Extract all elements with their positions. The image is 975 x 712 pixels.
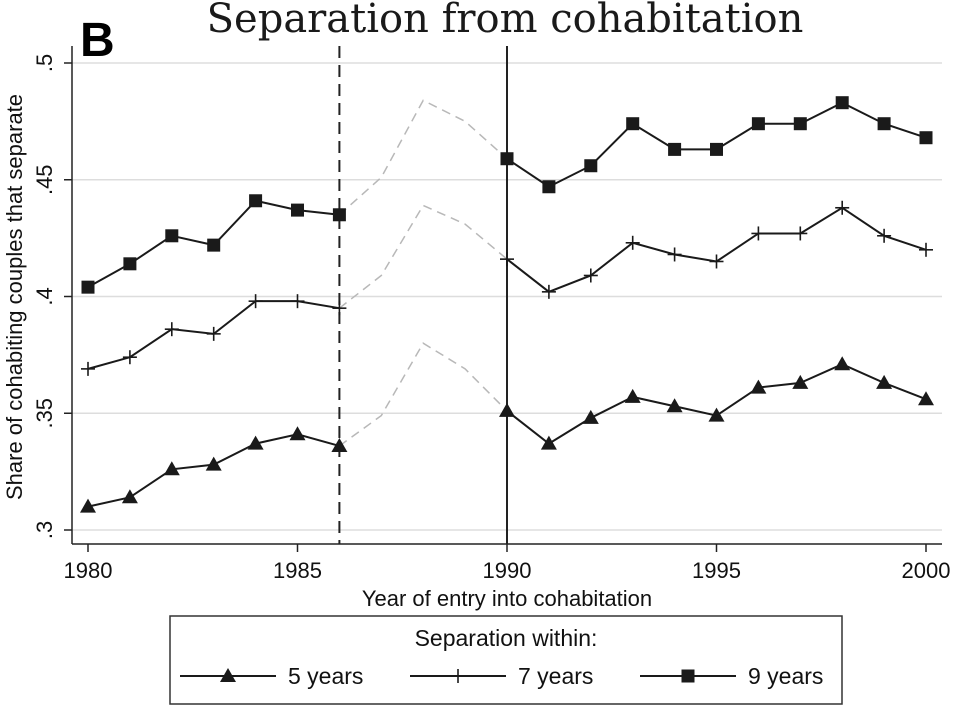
legend-entry: 7 years (410, 663, 593, 689)
data-point (206, 326, 221, 341)
data-point (666, 398, 683, 413)
data-point (249, 194, 263, 208)
x-tick-label: 1985 (273, 558, 322, 583)
series-gap-line (338, 204, 508, 309)
data-point (123, 257, 137, 271)
data-point (708, 407, 725, 422)
data-point (121, 489, 138, 504)
data-point (626, 117, 640, 131)
legend-label: 7 years (518, 663, 593, 689)
data-point (625, 235, 640, 250)
data-point (876, 374, 893, 389)
data-point (835, 96, 849, 110)
x-tick-label: 1995 (692, 558, 741, 583)
data-point (163, 461, 180, 476)
series-7-years (81, 200, 933, 376)
data-point (918, 391, 934, 406)
legend-entry: 9 years (640, 663, 823, 689)
data-point (331, 437, 348, 452)
axes: .3 .35 .4 .45 .5 1980 1985 1990 1995 2000 (32, 46, 950, 583)
series-gap-line (338, 342, 508, 447)
data-point (291, 203, 304, 217)
data-point (835, 200, 850, 215)
data-point (624, 388, 641, 403)
data-point (919, 242, 933, 257)
y-tick-label: .4 (32, 287, 57, 305)
legend: Separation within: 5 years 7 years 9 years (169, 615, 843, 705)
y-tick-label: .45 (32, 164, 57, 195)
legend-label: 9 years (748, 663, 823, 689)
x-tick-label: 2000 (902, 558, 951, 583)
legend-marker (451, 669, 465, 683)
data-point (247, 435, 264, 450)
data-point (81, 280, 95, 294)
data-point (877, 228, 892, 243)
data-point (500, 252, 514, 267)
data-point (205, 456, 222, 471)
legend-entry: 5 years (180, 663, 363, 689)
y-axis-label: Share of cohabiting couples that separat… (2, 94, 27, 500)
data-point (583, 268, 598, 283)
data-point (165, 229, 179, 243)
data-point (751, 117, 765, 131)
legend-marker (681, 669, 695, 683)
data-point (80, 498, 96, 513)
chart-title: Separation from cohabitation (207, 0, 804, 42)
data-point (792, 374, 809, 389)
series-line-late (506, 206, 927, 293)
panel-letter: B (80, 14, 115, 67)
series-9-years (81, 96, 933, 294)
data-point (793, 226, 808, 241)
data-point (793, 117, 807, 131)
data-point (332, 208, 346, 222)
data-point (584, 159, 598, 173)
legend-title: Separation within: (415, 625, 598, 651)
data-point (919, 131, 933, 145)
data-point (668, 142, 682, 156)
data-point (542, 180, 556, 194)
y-tick-label: .5 (32, 54, 57, 72)
data-point (541, 284, 556, 299)
reference-lines (338, 46, 508, 544)
data-point (710, 142, 723, 156)
legend-box (169, 615, 843, 705)
y-tick-label: .35 (32, 398, 57, 429)
data-point (81, 361, 95, 376)
data-point (877, 117, 891, 131)
series-line-late (506, 363, 927, 445)
series (80, 96, 934, 513)
data-point (290, 294, 305, 309)
y-tick-label: .3 (32, 521, 57, 539)
data-point (332, 301, 347, 316)
x-tick-label: 1980 (64, 558, 113, 583)
data-point (540, 435, 557, 450)
series-5-years (80, 342, 934, 513)
data-point (248, 294, 263, 309)
data-point (499, 402, 515, 417)
data-point (207, 238, 221, 252)
data-point (122, 350, 137, 365)
data-point (289, 426, 306, 441)
data-point (709, 254, 724, 269)
data-point (751, 226, 766, 241)
legend-label: 5 years (288, 663, 363, 689)
series-gap-line (338, 99, 508, 216)
x-tick-label: 1990 (483, 558, 532, 583)
data-point (834, 356, 851, 371)
legend-entries: 5 years 7 years 9 years (180, 663, 823, 689)
x-axis-label: Year of entry into cohabitation (362, 586, 652, 611)
data-point (582, 409, 599, 424)
data-point (164, 322, 179, 337)
data-point (667, 247, 682, 262)
legend-marker (220, 668, 236, 682)
data-point (500, 152, 514, 166)
data-point (750, 379, 767, 394)
